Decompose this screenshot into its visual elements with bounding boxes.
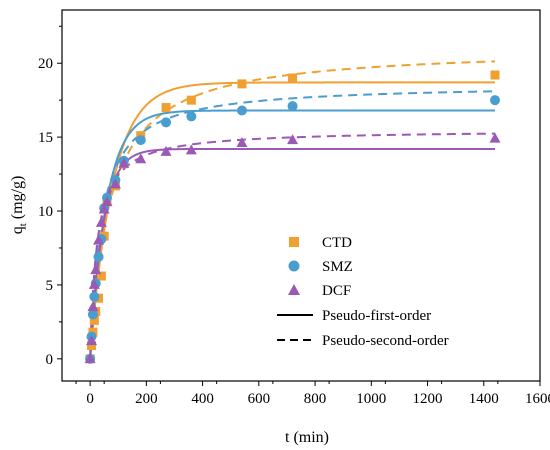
fit-pso-dcf bbox=[89, 132, 496, 359]
data-point-ctd bbox=[186, 95, 196, 105]
x-tick-label: 1000 bbox=[356, 391, 386, 407]
legend-dcf-label: DCF bbox=[322, 283, 351, 299]
fit-pso-smz bbox=[89, 90, 496, 359]
y-tick-label: 20 bbox=[38, 56, 53, 72]
data-point-dcf bbox=[109, 178, 121, 189]
x-tick-label: 1200 bbox=[413, 391, 443, 407]
data-point-smz bbox=[186, 111, 197, 122]
x-tick-label: 1400 bbox=[469, 391, 499, 407]
legend-pfo-label: Pseudo-first-order bbox=[322, 308, 431, 324]
fit-pfo-smz bbox=[89, 109, 496, 359]
data-point-dcf bbox=[95, 216, 107, 227]
x-tick-label: 600 bbox=[248, 391, 271, 407]
y-tick-label: 15 bbox=[38, 130, 53, 146]
x-tick-label: 0 bbox=[86, 391, 94, 407]
data-point-smz bbox=[93, 251, 104, 262]
data-point-dcf bbox=[93, 234, 105, 245]
legend-ctd-label: CTD bbox=[322, 235, 352, 251]
data-point-smz bbox=[236, 105, 247, 116]
data-point-dcf bbox=[135, 153, 147, 164]
y-axis-label-unit: (mg/g) bbox=[9, 176, 26, 224]
data-point-ctd bbox=[89, 315, 99, 325]
y-axis-label: qt (mg/g) bbox=[9, 176, 29, 235]
data-point-smz bbox=[161, 117, 172, 128]
legend-ctd-marker bbox=[289, 237, 299, 247]
legend-dcf-marker bbox=[288, 284, 300, 295]
data-point-ctd bbox=[237, 79, 247, 89]
y-axis-label-main: q bbox=[9, 226, 26, 234]
data-point-dcf bbox=[87, 301, 99, 312]
data-point-dcf bbox=[236, 137, 248, 148]
data-point-dcf bbox=[287, 134, 299, 145]
data-point-smz bbox=[135, 135, 146, 146]
y-tick-label: 10 bbox=[38, 204, 53, 220]
legend-smz-marker bbox=[288, 260, 300, 272]
plot-frame bbox=[61, 9, 541, 382]
data-point-dcf bbox=[160, 145, 172, 156]
x-axis-label: t (min) bbox=[285, 429, 329, 446]
data-point-smz bbox=[89, 291, 100, 302]
data-point-smz bbox=[287, 101, 298, 112]
data-point-smz bbox=[87, 309, 98, 320]
data-point-ctd bbox=[96, 271, 106, 281]
y-axis-label-subscript: t bbox=[17, 223, 29, 226]
data-point-ctd bbox=[87, 341, 97, 351]
fit-pfo-dcf bbox=[89, 147, 496, 359]
legend-smz-label: SMZ bbox=[322, 259, 353, 275]
legend-pso-label: Pseudo-second-order bbox=[322, 333, 449, 349]
data-point-dcf bbox=[101, 196, 113, 207]
y-tick-label: 0 bbox=[46, 352, 54, 368]
x-tick-label: 200 bbox=[135, 391, 158, 407]
data-point-ctd bbox=[161, 103, 171, 113]
data-point-dcf bbox=[90, 264, 102, 275]
y-tick-label: 5 bbox=[46, 278, 54, 294]
data-point-ctd bbox=[288, 73, 298, 83]
x-tick-label: 800 bbox=[304, 391, 327, 407]
data-point-dcf bbox=[489, 132, 501, 143]
data-point-dcf bbox=[185, 144, 197, 155]
data-point-dcf bbox=[88, 278, 100, 289]
legend: CTD SMZ DCF Pseudo-first-order Pseudo-se… bbox=[277, 235, 449, 349]
data-point-smz bbox=[490, 95, 501, 106]
data-point-dcf bbox=[118, 157, 130, 168]
data-point-dcf bbox=[86, 335, 98, 346]
data-point-dcf bbox=[84, 352, 96, 363]
x-tick-label: 400 bbox=[191, 391, 214, 407]
data-point-ctd bbox=[490, 70, 500, 80]
data-point-dcf bbox=[98, 203, 110, 214]
